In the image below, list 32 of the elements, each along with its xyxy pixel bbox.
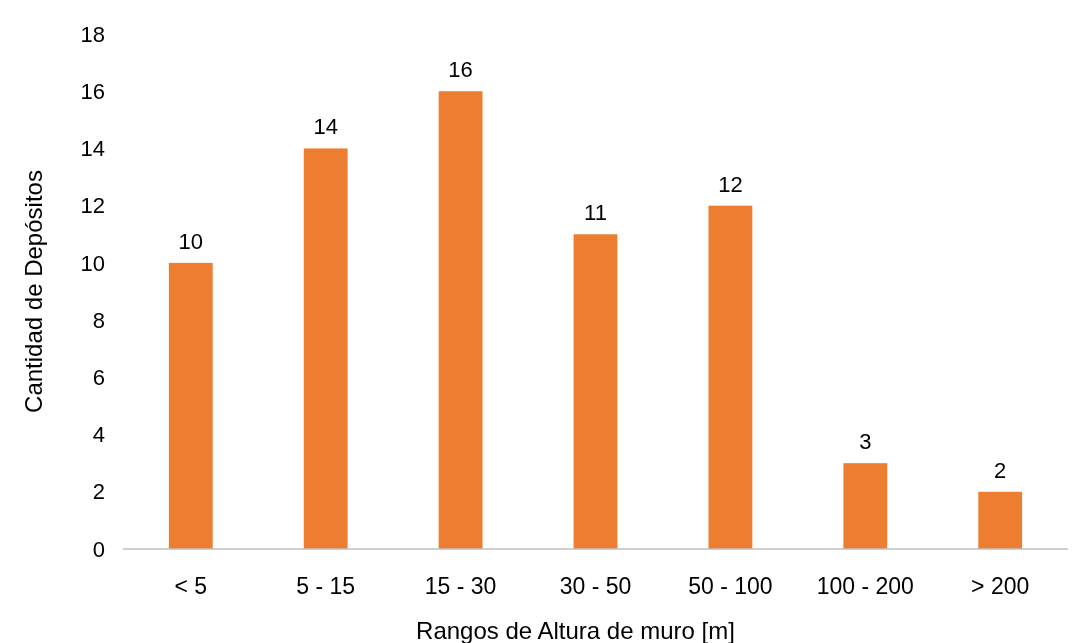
y-tick-label: 2 (92, 479, 105, 505)
x-tick-label: > 200 (971, 573, 1030, 599)
y-tick-label: 14 (80, 136, 105, 162)
x-tick-label: 5 - 15 (296, 573, 356, 599)
y-tick-label: 8 (92, 307, 105, 333)
y-tick-label: 0 (92, 536, 105, 562)
bar (708, 205, 753, 549)
x-tick-label: 30 - 50 (559, 573, 632, 599)
y-tick-label: 18 (80, 21, 105, 47)
data-label: 11 (584, 200, 607, 226)
data-label: 12 (718, 171, 743, 197)
y-tick-label: 10 (80, 250, 105, 276)
y-tick-label: 6 (92, 365, 105, 391)
data-label: 16 (448, 57, 473, 83)
bar (843, 463, 888, 549)
y-axis-title: Cantidad de Depósitos (20, 170, 47, 413)
data-label: 3 (859, 429, 872, 455)
y-tick-label: 16 (80, 78, 105, 104)
bar (168, 262, 213, 549)
data-label: 10 (178, 228, 204, 254)
data-label: 14 (313, 114, 338, 140)
x-tick-label: 15 - 30 (424, 573, 497, 599)
y-tick-label: 12 (80, 193, 105, 219)
x-tick-label: 50 - 100 (688, 573, 773, 599)
bar (438, 91, 483, 549)
x-tick-label: < 5 (174, 573, 208, 599)
bar (978, 491, 1023, 549)
x-tick-label: 100 - 200 (816, 573, 914, 599)
bar (303, 148, 348, 549)
y-tick-label: 4 (92, 422, 105, 448)
data-label: 2 (994, 457, 1007, 483)
bar (573, 234, 618, 549)
